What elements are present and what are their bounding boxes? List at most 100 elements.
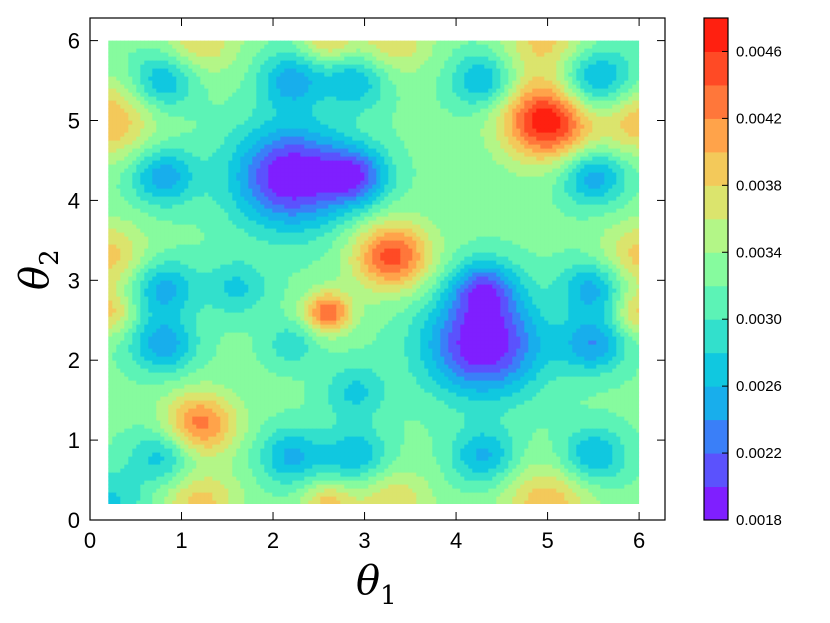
contour-cell xyxy=(252,153,257,158)
contour-cell xyxy=(536,157,541,162)
contour-cell xyxy=(208,61,213,66)
contour-cell xyxy=(212,169,217,174)
contour-cell xyxy=(520,169,525,174)
contour-cell xyxy=(396,149,401,154)
contour-cell xyxy=(552,93,557,98)
contour-cell xyxy=(536,53,541,58)
contour-cell xyxy=(184,141,189,146)
contour-cell xyxy=(340,93,345,98)
contour-cell xyxy=(248,165,253,170)
contour-cell xyxy=(232,61,237,66)
contour-cell xyxy=(412,181,417,186)
contour-cell xyxy=(300,61,305,66)
contour-cell xyxy=(192,161,197,166)
contour-cell xyxy=(456,97,461,102)
contour-cell xyxy=(332,85,337,90)
contour-cell xyxy=(464,61,469,66)
contour-cell xyxy=(284,165,289,170)
contour-cell xyxy=(508,157,513,162)
contour-cell xyxy=(564,53,569,58)
contour-cell xyxy=(464,161,469,166)
contour-cell xyxy=(480,41,485,46)
contour-cell xyxy=(632,53,637,58)
contour-cell xyxy=(388,77,393,82)
contour-cell xyxy=(152,185,157,190)
contour-cell xyxy=(500,157,505,162)
contour-cell xyxy=(540,45,545,50)
contour-cell xyxy=(448,165,453,170)
contour-cell xyxy=(360,181,365,186)
contour-cell xyxy=(388,105,393,110)
contour-cell xyxy=(152,173,157,178)
contour-cell xyxy=(300,69,305,74)
contour-cell xyxy=(320,165,325,170)
contour-cell xyxy=(140,57,145,62)
contour-cell xyxy=(304,125,309,130)
contour-cell xyxy=(596,165,601,170)
contour-cell xyxy=(292,101,297,106)
contour-cell xyxy=(188,185,193,190)
contour-cell xyxy=(556,117,561,122)
contour-cell xyxy=(572,81,577,86)
contour-cell xyxy=(400,57,405,62)
contour-cell xyxy=(176,101,181,106)
contour-cell xyxy=(540,133,545,138)
contour-cell xyxy=(600,133,605,138)
contour-cell xyxy=(324,153,329,158)
contour-cell xyxy=(488,117,493,122)
contour-cell xyxy=(168,125,173,130)
contour-cell xyxy=(516,101,521,106)
contour-cell xyxy=(536,73,541,78)
contour-cell xyxy=(128,169,133,174)
contour-cell xyxy=(360,141,365,146)
contour-cell xyxy=(492,149,497,154)
contour-cell xyxy=(280,133,285,138)
contour-cell xyxy=(292,133,297,138)
contour-cell xyxy=(332,137,337,142)
contour-cell xyxy=(336,109,341,114)
contour-cell xyxy=(216,53,221,58)
contour-cell xyxy=(172,89,177,94)
contour-cell xyxy=(540,141,545,146)
contour-cell xyxy=(332,141,337,146)
contour-cell xyxy=(424,173,429,178)
contour-cell xyxy=(488,101,493,106)
contour-cell xyxy=(360,89,365,94)
contour-cell xyxy=(424,109,429,114)
contour-cell xyxy=(428,149,433,154)
contour-cell xyxy=(144,181,149,186)
contour-cell xyxy=(484,153,489,158)
contour-cell xyxy=(136,41,141,46)
contour-cell xyxy=(308,73,313,78)
contour-cell xyxy=(124,137,129,142)
contour-cell xyxy=(256,153,261,158)
contour-cell xyxy=(172,137,177,142)
contour-cell xyxy=(288,129,293,134)
contour-cell xyxy=(344,69,349,74)
contour-cell xyxy=(412,145,417,150)
contour-cell xyxy=(456,109,461,114)
contour-cell xyxy=(424,117,429,122)
contour-cell xyxy=(312,129,317,134)
contour-cell xyxy=(164,89,169,94)
contour-cell xyxy=(444,145,449,150)
contour-cell xyxy=(392,41,397,46)
contour-cell xyxy=(224,129,229,134)
contour-cell xyxy=(532,81,537,86)
contour-cell xyxy=(292,189,297,194)
contour-cell xyxy=(568,133,573,138)
contour-cell xyxy=(272,81,277,86)
contour-cell xyxy=(592,177,597,182)
contour-cell xyxy=(556,141,561,146)
contour-cell xyxy=(332,101,337,106)
contour-cell xyxy=(576,105,581,110)
contour-cell xyxy=(156,169,161,174)
contour-cell xyxy=(608,85,613,90)
contour-cell xyxy=(468,133,473,138)
contour-cell xyxy=(628,145,633,150)
contour-cell xyxy=(444,69,449,74)
contour-cell xyxy=(352,93,357,98)
contour-cell xyxy=(436,45,441,50)
contour-cell xyxy=(500,53,505,58)
contour-cell xyxy=(260,173,265,178)
